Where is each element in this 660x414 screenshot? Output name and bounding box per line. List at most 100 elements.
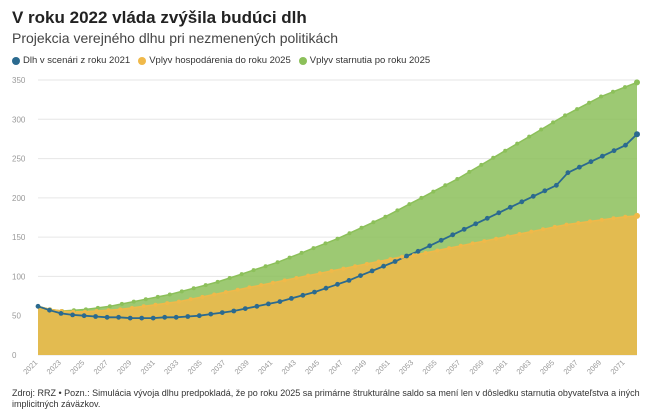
point-series-2[interactable] (176, 299, 181, 304)
point-series-2[interactable] (223, 290, 228, 295)
point-series-3[interactable] (479, 162, 484, 167)
point-series-3[interactable] (371, 220, 376, 225)
point-series-2[interactable] (541, 227, 545, 232)
point-series-1[interactable] (185, 314, 191, 319)
point-series-2[interactable] (611, 216, 616, 221)
point-series-2[interactable] (517, 232, 522, 236)
point-series-1[interactable] (611, 148, 617, 154)
point-series-2[interactable] (317, 271, 322, 276)
point-series-3[interactable] (323, 241, 328, 246)
point-series-3[interactable] (347, 231, 352, 236)
point-series-3[interactable] (119, 301, 124, 306)
point-series-2[interactable] (94, 309, 99, 313)
point-series-2[interactable] (153, 302, 158, 307)
point-series-3[interactable] (431, 189, 436, 194)
point-series-1[interactable] (438, 237, 444, 243)
point-series-1[interactable] (600, 153, 605, 159)
point-series-2[interactable] (470, 241, 475, 246)
point-series-2[interactable] (106, 308, 111, 313)
point-series-3[interactable] (143, 297, 148, 302)
point-series-1[interactable] (266, 301, 271, 307)
point-series-2[interactable] (576, 221, 581, 225)
point-series-3[interactable] (515, 141, 520, 146)
point-series-1[interactable] (530, 193, 536, 199)
point-series-1[interactable] (381, 263, 386, 269)
point-series-1[interactable] (484, 215, 490, 221)
end-point-series-3[interactable] (634, 79, 640, 86)
point-series-2[interactable] (141, 304, 146, 309)
point-series-2[interactable] (259, 283, 264, 288)
point-series-1[interactable] (116, 314, 121, 320)
point-series-3[interactable] (215, 279, 220, 284)
point-series-2[interactable] (130, 305, 134, 310)
point-series-1[interactable] (104, 314, 110, 320)
point-series-1[interactable] (565, 170, 571, 176)
point-series-1[interactable] (473, 221, 479, 227)
point-series-3[interactable] (623, 85, 627, 90)
point-series-3[interactable] (563, 113, 568, 118)
point-series-1[interactable] (623, 142, 628, 148)
point-series-2[interactable] (118, 307, 123, 312)
point-series-1[interactable] (127, 315, 133, 321)
point-series-2[interactable] (435, 248, 440, 253)
point-series-3[interactable] (491, 155, 496, 160)
point-series-2[interactable] (411, 253, 416, 258)
point-series-3[interactable] (335, 236, 340, 241)
point-series-1[interactable] (139, 315, 145, 321)
point-series-2[interactable] (165, 301, 170, 306)
point-series-3[interactable] (311, 246, 316, 251)
point-series-2[interactable] (529, 229, 534, 234)
point-series-3[interactable] (419, 195, 424, 200)
point-series-2[interactable] (306, 273, 311, 278)
point-series-2[interactable] (83, 309, 87, 314)
point-series-2[interactable] (353, 264, 358, 269)
point-series-1[interactable] (461, 226, 467, 232)
point-series-2[interactable] (188, 297, 193, 302)
point-series-1[interactable] (208, 311, 214, 317)
point-series-2[interactable] (376, 259, 381, 264)
point-series-2[interactable] (329, 268, 334, 273)
point-series-3[interactable] (611, 89, 615, 94)
point-series-3[interactable] (551, 120, 556, 125)
point-series-1[interactable] (358, 273, 363, 278)
point-series-1[interactable] (254, 303, 260, 309)
point-series-2[interactable] (458, 243, 463, 248)
point-series-2[interactable] (341, 266, 346, 271)
point-series-3[interactable] (107, 304, 112, 309)
point-series-3[interactable] (227, 276, 232, 280)
point-series-2[interactable] (282, 278, 287, 283)
point-series-2[interactable] (400, 254, 405, 259)
point-series-1[interactable] (415, 248, 421, 254)
point-series-1[interactable] (427, 243, 433, 249)
point-series-2[interactable] (599, 217, 604, 222)
point-series-1[interactable] (35, 303, 41, 309)
point-series-3[interactable] (539, 127, 544, 132)
point-series-2[interactable] (482, 239, 487, 244)
point-series-2[interactable] (505, 234, 510, 239)
point-series-2[interactable] (270, 280, 275, 285)
point-series-3[interactable] (587, 100, 592, 105)
point-series-3[interactable] (287, 255, 292, 260)
point-series-1[interactable] (542, 188, 548, 194)
point-series-3[interactable] (167, 292, 172, 297)
point-series-1[interactable] (392, 259, 398, 264)
point-series-3[interactable] (443, 183, 448, 188)
point-series-3[interactable] (599, 94, 604, 99)
point-series-2[interactable] (552, 224, 557, 229)
point-series-1[interactable] (81, 313, 87, 319)
point-series-1[interactable] (404, 253, 409, 259)
point-series-2[interactable] (388, 257, 393, 262)
point-series-1[interactable] (369, 268, 375, 274)
point-series-3[interactable] (239, 272, 244, 277)
point-series-3[interactable] (527, 134, 532, 139)
point-series-3[interactable] (131, 299, 136, 304)
point-series-3[interactable] (503, 148, 508, 153)
point-series-1[interactable] (496, 210, 502, 216)
point-series-1[interactable] (277, 299, 283, 304)
point-series-2[interactable] (247, 285, 252, 290)
point-series-1[interactable] (150, 315, 156, 321)
point-series-1[interactable] (231, 308, 237, 314)
point-series-1[interactable] (196, 313, 202, 319)
point-series-3[interactable] (275, 260, 280, 265)
point-series-2[interactable] (200, 294, 205, 299)
